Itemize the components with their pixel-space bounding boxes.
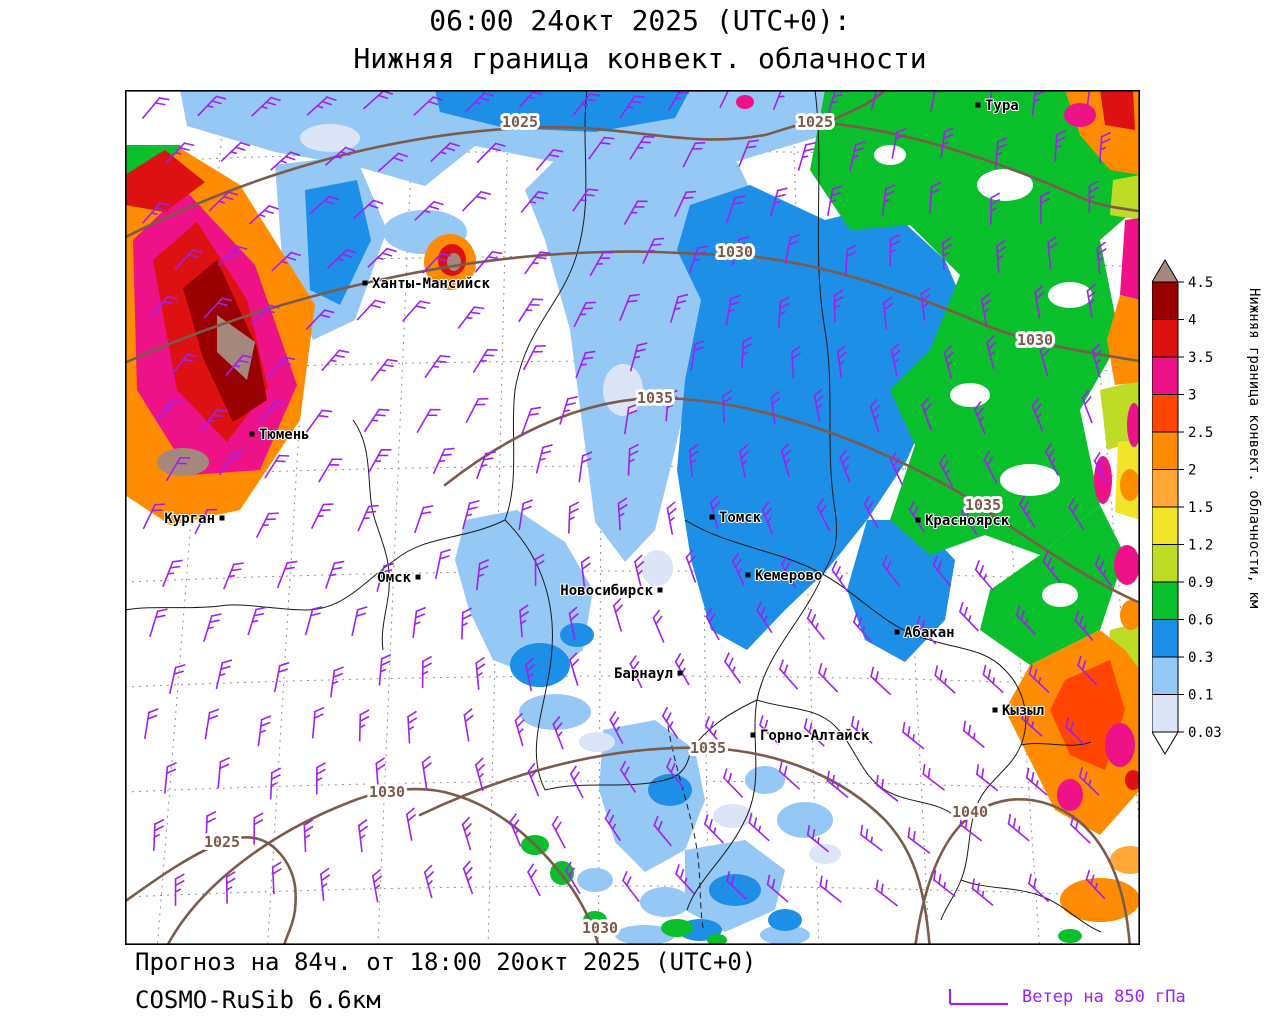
city-label: Горно-Алтайск bbox=[760, 728, 870, 744]
isobar-label: 1025 bbox=[204, 833, 240, 851]
forecast-map: 1025 1025 1030 1030 1035 1035 1035 1030 1025 1030… bbox=[125, 90, 1140, 945]
legend-arrow-below-min bbox=[1152, 732, 1178, 754]
city-label: Кемерово bbox=[755, 568, 822, 584]
title-line1: 06:00 24окт 2025 (UTC+0): bbox=[0, 2, 1280, 40]
wind-barb-icon bbox=[948, 986, 1012, 1008]
legend-band bbox=[1152, 695, 1178, 733]
legend-tick-label: 2 bbox=[1188, 463, 1196, 479]
model-info: COSMO-RuSib 6.6км bbox=[135, 986, 381, 1014]
legend-tick-label: 2.5 bbox=[1188, 425, 1213, 441]
legend-tick-label: 3 bbox=[1188, 388, 1196, 404]
isobar-label: 1025 bbox=[797, 113, 833, 131]
isobar-label: 1030 bbox=[717, 243, 753, 261]
city-marker bbox=[751, 733, 756, 738]
city-label: Абакан bbox=[904, 625, 955, 641]
city-marker bbox=[746, 573, 751, 578]
city-label: Новосибирск bbox=[560, 583, 653, 599]
city-label: Тюмень bbox=[259, 427, 310, 443]
forecast-page: { "title": { "line1": "06:00 24окт 2025 … bbox=[0, 0, 1280, 1024]
city-marker bbox=[895, 630, 900, 635]
legend-band bbox=[1152, 507, 1178, 545]
legend-tick-label: 0.6 bbox=[1188, 613, 1213, 629]
legend-tick-label: 0.03 bbox=[1188, 725, 1222, 741]
isobar-label: 1035 bbox=[637, 389, 673, 407]
legend-band bbox=[1152, 432, 1178, 470]
legend-band bbox=[1152, 320, 1178, 358]
city-marker bbox=[220, 516, 225, 521]
city-marker bbox=[250, 432, 255, 437]
city-label: Красноярск bbox=[925, 513, 1010, 529]
city-marker bbox=[993, 708, 998, 713]
isobar-label: 1035 bbox=[965, 496, 1001, 514]
city-marker bbox=[976, 103, 981, 108]
legend-band bbox=[1152, 470, 1178, 508]
title-line2: Нижняя граница конвект. облачности bbox=[0, 40, 1280, 78]
isobar-label: 1025 bbox=[502, 113, 538, 131]
legend-arrow-above-max bbox=[1152, 260, 1178, 282]
legend-tick-label: 1.2 bbox=[1188, 538, 1213, 554]
legend-band bbox=[1152, 582, 1178, 620]
isobar-label: 1040 bbox=[952, 803, 988, 821]
city-marker bbox=[678, 671, 683, 676]
legend-band bbox=[1152, 657, 1178, 695]
wind-legend-label: Ветер на 850 гПа bbox=[1022, 987, 1186, 1007]
isobar-label: 1030 bbox=[1017, 331, 1053, 349]
city-label: Томск bbox=[719, 510, 762, 526]
legend-axis-label: Нижняя граница конвект. облачности, км bbox=[1246, 288, 1262, 609]
legend-tick-label: 3.5 bbox=[1188, 350, 1213, 366]
isobar-label: 1030 bbox=[369, 783, 405, 801]
city-marker bbox=[710, 515, 715, 520]
isobar-label: 1030 bbox=[582, 919, 618, 937]
city-marker bbox=[658, 588, 663, 593]
forecast-info: Прогноз на 84ч. от 18:00 20окт 2025 (UTC… bbox=[135, 948, 756, 976]
legend-band bbox=[1152, 282, 1178, 320]
legend-band bbox=[1152, 620, 1178, 658]
city-label: Тура bbox=[985, 98, 1019, 114]
city-marker bbox=[363, 281, 368, 286]
isobar-label: 1035 bbox=[690, 739, 726, 757]
legend-tick-label: 4 bbox=[1188, 313, 1196, 329]
city-label: Омск bbox=[377, 570, 411, 586]
city-marker bbox=[416, 575, 421, 580]
legend-tick-label: 0.1 bbox=[1188, 688, 1213, 704]
wind-legend: Ветер на 850 гПа bbox=[948, 986, 1186, 1008]
legend-band bbox=[1152, 545, 1178, 583]
legend-tick-label: 0.3 bbox=[1188, 650, 1213, 666]
legend-band bbox=[1152, 357, 1178, 395]
legend-tick-label: 1.5 bbox=[1188, 500, 1213, 516]
city-label: Курган bbox=[164, 511, 215, 527]
city-label: Ханты-Мансийск bbox=[372, 276, 491, 292]
map-title: 06:00 24окт 2025 (UTC+0): Нижняя граница… bbox=[0, 2, 1280, 78]
legend-tick-label: 4.5 bbox=[1188, 275, 1213, 291]
city-label: Барнаул bbox=[614, 666, 673, 682]
legend-tick-label: 0.9 bbox=[1188, 575, 1213, 591]
city-label: Кызыл bbox=[1002, 703, 1044, 719]
city-marker bbox=[916, 518, 921, 523]
colorbar-legend: 4.5 4 3.5 3 2.5 2 1.5 1.2 0.9 0.6 0.3 0.1 0.03 Нижняя… bbox=[1152, 258, 1270, 758]
legend-band bbox=[1152, 395, 1178, 433]
